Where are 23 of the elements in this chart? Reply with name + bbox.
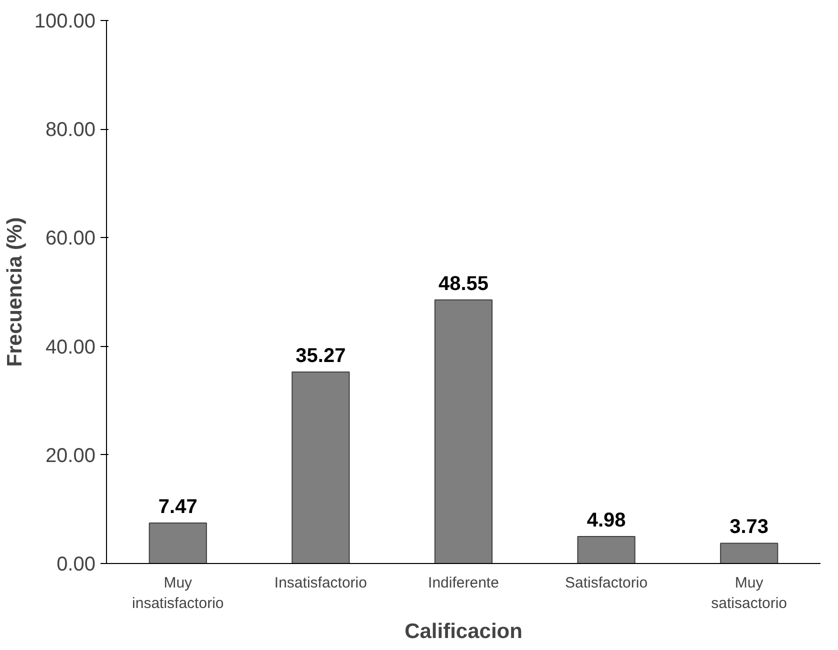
y-tick-label: 40.00: [45, 336, 96, 358]
y-axis-title: Frecuencia (%): [3, 217, 26, 367]
data-label: 3.73: [730, 516, 769, 538]
data-label: 7.47: [158, 496, 198, 518]
data-label: 35.27: [296, 344, 346, 367]
bar: [577, 536, 636, 564]
y-tick-label: 20.00: [45, 444, 96, 467]
bar: [148, 522, 207, 564]
data-label: 48.55: [438, 272, 489, 295]
y-tick-label: 100.00: [34, 10, 96, 32]
x-tick-label: Satisfactorio: [565, 574, 648, 592]
bar: [434, 299, 493, 564]
y-tick-label: 0.00: [56, 554, 96, 576]
bar: [292, 371, 350, 564]
data-label: 4.98: [586, 509, 626, 532]
x-tick-label: Muy insatisfactorio: [132, 574, 224, 612]
x-tick-label: Muy satisactorio: [711, 574, 788, 612]
x-axis-title: Calificacion: [404, 620, 522, 643]
x-tick-label: Insatisfactorio: [274, 574, 367, 592]
bar: [720, 542, 778, 564]
x-tick-label: Indiferente: [428, 574, 499, 592]
y-tick-label: 80.00: [45, 119, 96, 142]
y-tick-label: 60.00: [45, 228, 96, 250]
